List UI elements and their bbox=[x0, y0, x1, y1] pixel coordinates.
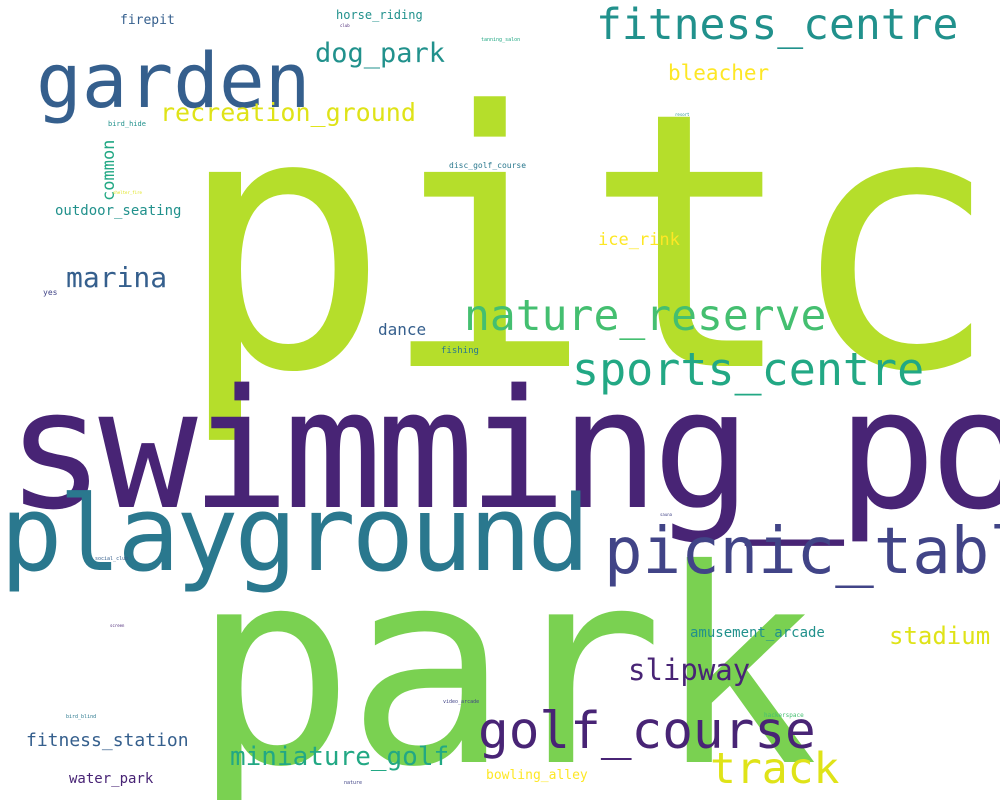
word-yes: yes bbox=[43, 288, 58, 297]
word-recreation-ground: recreation_ground bbox=[160, 98, 416, 127]
word-disc-golf-course: disc_golf_course bbox=[449, 161, 527, 170]
word-nature-reserve: nature_reserve bbox=[464, 291, 827, 341]
word-hackerspace: hackerspace bbox=[764, 712, 804, 719]
word-track: track bbox=[710, 744, 840, 794]
word-sports-centre: sports_centre bbox=[572, 343, 925, 396]
word-stadium: stadium bbox=[889, 622, 991, 650]
word-slipway: slipway bbox=[628, 653, 751, 687]
word-park: park bbox=[192, 511, 818, 800]
word-bird-blind: bird_blind bbox=[66, 714, 97, 720]
word-amusement-arcade: amusement_arcade bbox=[690, 625, 825, 641]
word-horse-riding: horse_riding bbox=[336, 8, 423, 22]
word-club: club bbox=[340, 23, 350, 28]
word-resort: resort bbox=[675, 112, 690, 117]
word-miniature-golf: miniature_golf bbox=[230, 742, 450, 772]
word-nature: nature bbox=[344, 780, 363, 786]
word-playground: playground bbox=[0, 473, 590, 595]
word-bird-hide: bird_hide bbox=[108, 120, 146, 128]
word-screen: screen bbox=[110, 623, 125, 628]
word-water-park: water_park bbox=[69, 771, 154, 787]
word-marina: marina bbox=[66, 261, 168, 294]
word-fishing: fishing bbox=[441, 346, 479, 356]
word-ice-rink: ice_rink bbox=[598, 230, 680, 250]
word-social-club: social_club bbox=[95, 556, 129, 562]
word-firepit: firepit bbox=[120, 13, 175, 28]
word-dog-park: dog_park bbox=[315, 38, 446, 69]
word-garden: garden bbox=[36, 36, 311, 125]
word-video-arcade: video_arcade bbox=[443, 699, 480, 705]
word-bleacher: bleacher bbox=[668, 61, 770, 85]
word-shelter-fire: shelter_fire bbox=[113, 190, 142, 195]
word-sauna: sauna bbox=[660, 512, 673, 517]
word-dance: dance bbox=[378, 320, 427, 339]
word-tanning-salon: tanning_salon bbox=[481, 37, 521, 43]
word-swimming-pool: swimming_pool bbox=[6, 354, 1000, 546]
word-outdoor-seating: outdoor_seating bbox=[55, 203, 182, 219]
word-pitch: pitch bbox=[176, 36, 1000, 450]
word-golf-course: golf_course bbox=[478, 702, 816, 761]
word-bowling-alley: bowling_alley bbox=[486, 768, 588, 783]
word-fitness-centre: fitness_centre bbox=[596, 0, 959, 50]
word-fitness-station: fitness_station bbox=[26, 730, 189, 751]
word-picnic-table: picnic_table bbox=[604, 515, 1000, 589]
